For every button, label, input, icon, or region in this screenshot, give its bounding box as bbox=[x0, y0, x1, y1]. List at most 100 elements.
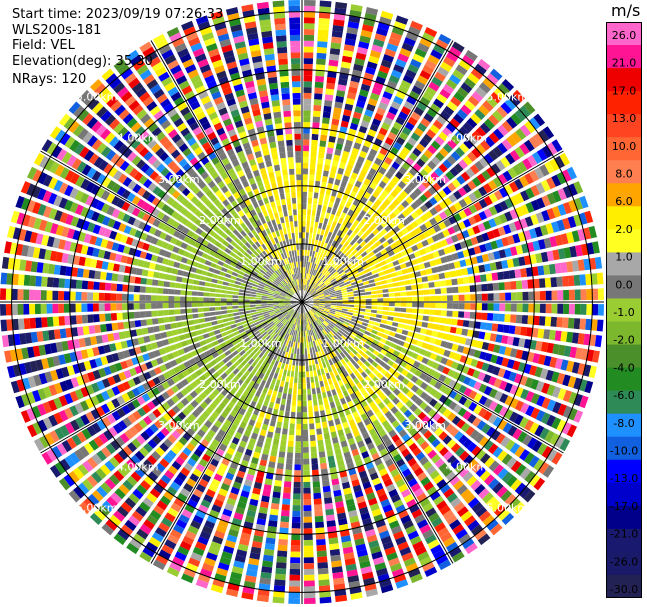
velocity-gate bbox=[261, 236, 267, 244]
velocity-gate bbox=[336, 90, 346, 98]
velocity-gate bbox=[216, 493, 226, 503]
velocity-gate bbox=[244, 219, 251, 227]
velocity-gate bbox=[166, 207, 175, 216]
velocity-gate bbox=[244, 234, 251, 242]
velocity-gate bbox=[29, 289, 36, 301]
velocity-gate bbox=[147, 439, 158, 449]
velocity-gate bbox=[196, 429, 206, 438]
velocity-gate bbox=[426, 486, 438, 496]
velocity-gate bbox=[207, 429, 216, 438]
velocity-gate bbox=[355, 334, 363, 340]
velocity-gate bbox=[408, 568, 421, 578]
velocity-gate bbox=[331, 436, 339, 444]
velocity-gate bbox=[164, 274, 172, 281]
velocity-gate bbox=[310, 244, 314, 251]
velocity-gate bbox=[116, 86, 129, 98]
velocity-gate bbox=[275, 278, 281, 284]
velocity-gate bbox=[374, 335, 382, 341]
velocity-gate bbox=[323, 379, 329, 386]
velocity-gate bbox=[358, 41, 370, 50]
velocity-gate bbox=[325, 341, 331, 348]
velocity-gate bbox=[318, 445, 325, 453]
velocity-gate bbox=[30, 331, 38, 343]
velocity-gate bbox=[232, 114, 242, 123]
velocity-gate bbox=[91, 382, 100, 393]
velocity-gate bbox=[307, 302, 314, 305]
velocity-gate bbox=[344, 330, 351, 336]
velocity-gate bbox=[156, 93, 168, 104]
velocity-gate bbox=[116, 383, 126, 393]
velocity-gate bbox=[120, 524, 134, 536]
velocity-gate bbox=[178, 143, 189, 153]
velocity-gate bbox=[93, 281, 100, 290]
velocity-gate bbox=[280, 324, 285, 330]
velocity-gate bbox=[145, 361, 153, 370]
velocity-gate bbox=[562, 317, 569, 329]
velocity-gate bbox=[279, 151, 286, 159]
velocity-gate bbox=[309, 310, 314, 316]
velocity-gate bbox=[275, 320, 281, 326]
velocity-gate bbox=[384, 509, 395, 519]
velocity-gate bbox=[291, 250, 295, 257]
velocity-gate bbox=[347, 309, 354, 313]
velocity-gate bbox=[148, 56, 161, 68]
velocity-gate bbox=[284, 411, 290, 418]
velocity-gate bbox=[229, 279, 236, 284]
velocity-gate bbox=[221, 310, 228, 315]
velocity-gate bbox=[273, 243, 278, 251]
velocity-gate bbox=[377, 353, 385, 360]
velocity-gate bbox=[335, 333, 341, 339]
velocity-gate bbox=[349, 473, 359, 482]
velocity-gate bbox=[120, 360, 128, 370]
velocity-gate bbox=[332, 184, 339, 192]
velocity-gate bbox=[267, 300, 273, 302]
velocity-gate bbox=[53, 195, 63, 207]
velocity-gate bbox=[266, 271, 272, 277]
velocity-gate bbox=[274, 319, 280, 324]
velocity-gate bbox=[289, 221, 294, 228]
velocity-gate bbox=[164, 346, 172, 354]
velocity-gate bbox=[273, 299, 279, 301]
velocity-gate bbox=[365, 588, 379, 597]
velocity-gate bbox=[248, 558, 260, 566]
velocity-gate bbox=[437, 527, 450, 538]
velocity-gate bbox=[538, 354, 546, 365]
velocity-gate bbox=[24, 361, 33, 374]
velocity-gate bbox=[171, 190, 181, 199]
velocity-gate bbox=[250, 413, 258, 421]
velocity-gate bbox=[305, 232, 309, 239]
velocity-gate bbox=[69, 405, 79, 417]
velocity-gate bbox=[204, 338, 212, 344]
velocity-gate bbox=[315, 312, 321, 317]
velocity-gate bbox=[283, 369, 287, 376]
velocity-gate bbox=[289, 382, 293, 389]
velocity-gate bbox=[309, 335, 313, 342]
velocity-gate bbox=[347, 312, 353, 316]
velocity-gate bbox=[281, 163, 288, 170]
velocity-gate bbox=[89, 235, 98, 245]
velocity-gate bbox=[382, 306, 389, 311]
velocity-gate bbox=[259, 269, 266, 275]
velocity-gate bbox=[263, 418, 270, 426]
velocity-gate bbox=[252, 259, 259, 266]
velocity-gate bbox=[181, 321, 189, 327]
velocity-gate bbox=[346, 354, 353, 361]
velocity-gate bbox=[295, 306, 299, 312]
velocity-gate bbox=[445, 471, 457, 482]
velocity-gate bbox=[203, 297, 210, 302]
velocity-gate bbox=[135, 506, 147, 517]
velocity-gate bbox=[133, 294, 140, 301]
velocity-gate bbox=[151, 318, 159, 325]
velocity-gate bbox=[274, 308, 280, 311]
velocity-gate bbox=[471, 501, 484, 513]
velocity-gate bbox=[74, 388, 84, 400]
velocity-gate bbox=[265, 59, 276, 67]
velocity-gate bbox=[536, 443, 548, 456]
velocity-gate bbox=[104, 478, 116, 490]
velocity-gate bbox=[325, 408, 332, 416]
velocity-gate bbox=[295, 255, 298, 262]
velocity-gate bbox=[362, 353, 370, 360]
velocity-gate bbox=[291, 534, 301, 541]
velocity-gate bbox=[52, 355, 61, 367]
velocity-gate bbox=[320, 468, 329, 476]
